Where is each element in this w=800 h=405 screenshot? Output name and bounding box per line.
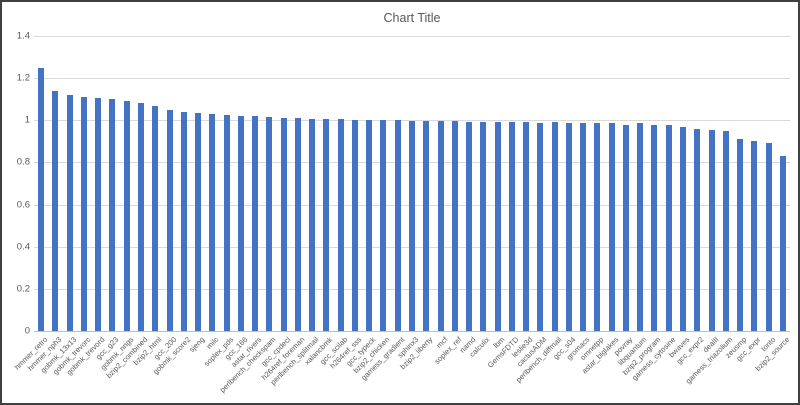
bar[interactable] [294,118,301,331]
bar[interactable] [608,123,615,331]
bar[interactable] [137,103,144,331]
gridline [34,120,790,122]
bar[interactable] [423,121,430,331]
bar[interactable] [409,121,415,331]
bar[interactable] [665,124,672,331]
bar[interactable] [694,128,701,331]
bar[interactable] [637,123,644,331]
bar[interactable] [779,156,786,331]
bar[interactable] [209,113,216,331]
bar[interactable] [508,122,515,331]
gridline [34,36,790,37]
bar[interactable] [565,123,572,331]
bar[interactable] [52,90,59,331]
bar[interactable] [594,123,601,331]
y-axis-label: 0.2 [16,283,30,295]
bar[interactable] [180,111,187,331]
gridline [34,78,790,80]
bar[interactable] [622,124,629,331]
bar[interactable] [195,112,202,331]
bar[interactable] [708,129,715,331]
bar[interactable] [109,99,116,331]
bar[interactable] [252,116,259,331]
bar[interactable] [466,122,473,331]
bar[interactable] [680,126,687,331]
bar[interactable] [223,115,230,331]
bar[interactable] [280,118,287,331]
bar[interactable] [494,122,501,331]
x-axis-line [34,331,790,332]
y-axis-label: 0.6 [16,199,30,211]
bar[interactable] [451,121,458,331]
bar[interactable] [380,120,387,331]
bar[interactable] [651,124,658,331]
bar[interactable] [66,95,73,331]
bar[interactable] [737,139,744,331]
bar[interactable] [152,105,159,331]
bar[interactable] [551,122,558,331]
bar[interactable] [765,143,772,331]
y-axis-label: 1.4 [16,30,30,42]
bar[interactable] [237,116,244,331]
bar[interactable] [351,120,358,331]
bar[interactable] [38,67,45,331]
bar[interactable] [266,117,273,331]
bar[interactable] [751,141,758,331]
bar[interactable] [309,119,316,331]
bar[interactable] [722,130,729,331]
plot-area[interactable] [34,36,790,332]
bar[interactable] [95,98,102,331]
bar[interactable] [394,120,401,331]
y-axis-label: 1 [24,114,30,126]
bar[interactable] [366,120,373,331]
y-axis-label: 0.4 [16,241,30,253]
x-axis-label: sjeng [187,335,207,355]
bar[interactable] [437,121,444,331]
bar[interactable] [323,119,330,331]
bar[interactable] [537,123,544,331]
bar[interactable] [123,101,130,331]
bar[interactable] [523,122,530,331]
bar[interactable] [80,97,87,331]
y-axis-label: 0 [24,325,30,337]
bar[interactable] [480,122,487,331]
chart-title[interactable]: Chart Title [383,11,441,25]
y-axis-label: 0.8 [16,156,30,168]
bar[interactable] [337,119,344,331]
bar[interactable] [580,123,587,331]
y-axis-label: 1.2 [16,72,30,84]
bar[interactable] [166,109,173,331]
